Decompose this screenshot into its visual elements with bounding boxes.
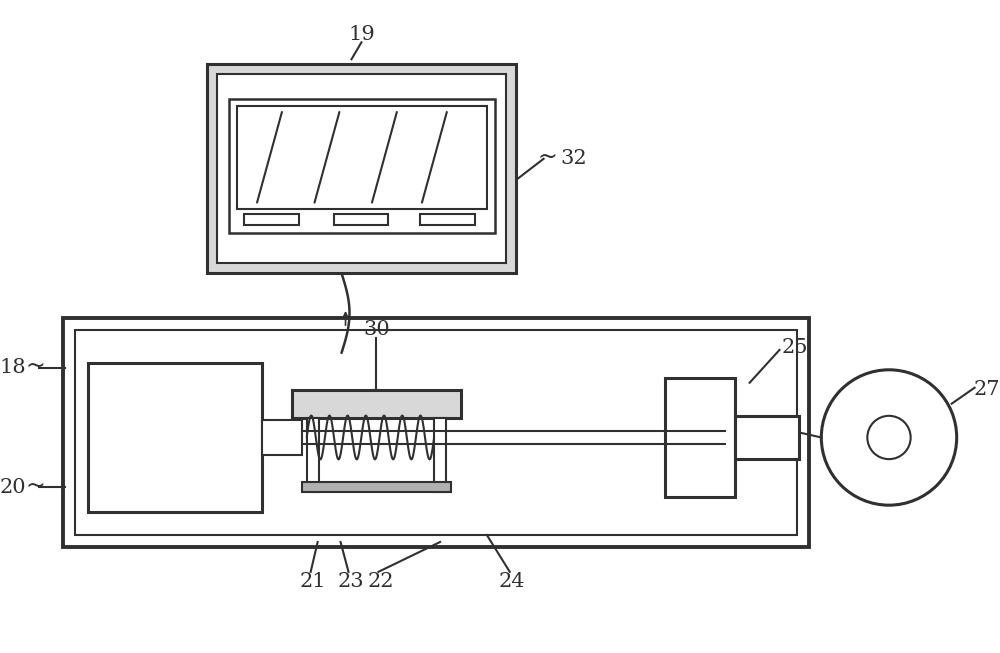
Text: 24: 24 — [499, 572, 525, 592]
Text: 19: 19 — [348, 25, 375, 44]
Bar — [244, 214, 299, 225]
Text: 21: 21 — [299, 572, 326, 592]
Bar — [307, 417, 319, 492]
Bar — [88, 363, 262, 512]
Text: 22: 22 — [367, 572, 394, 592]
Bar — [262, 420, 302, 455]
Bar — [237, 106, 487, 208]
Text: ~: ~ — [25, 354, 45, 378]
Bar — [75, 330, 797, 535]
Bar — [217, 74, 506, 263]
Text: ~: ~ — [538, 145, 558, 168]
Bar — [292, 390, 461, 417]
Text: 18: 18 — [0, 358, 26, 377]
Bar — [434, 417, 446, 492]
Text: 23: 23 — [337, 572, 364, 592]
Text: 20: 20 — [0, 478, 26, 497]
Bar — [735, 415, 799, 459]
Text: 32: 32 — [560, 150, 587, 168]
Bar — [665, 378, 735, 497]
Bar — [420, 214, 475, 225]
Bar — [207, 64, 516, 273]
Text: 30: 30 — [363, 321, 390, 340]
Text: 25: 25 — [781, 338, 808, 357]
Bar — [334, 214, 388, 225]
Text: ~: ~ — [25, 473, 45, 498]
Bar — [229, 99, 495, 233]
Text: 27: 27 — [973, 380, 1000, 399]
Bar — [63, 318, 809, 547]
Bar — [302, 483, 451, 492]
